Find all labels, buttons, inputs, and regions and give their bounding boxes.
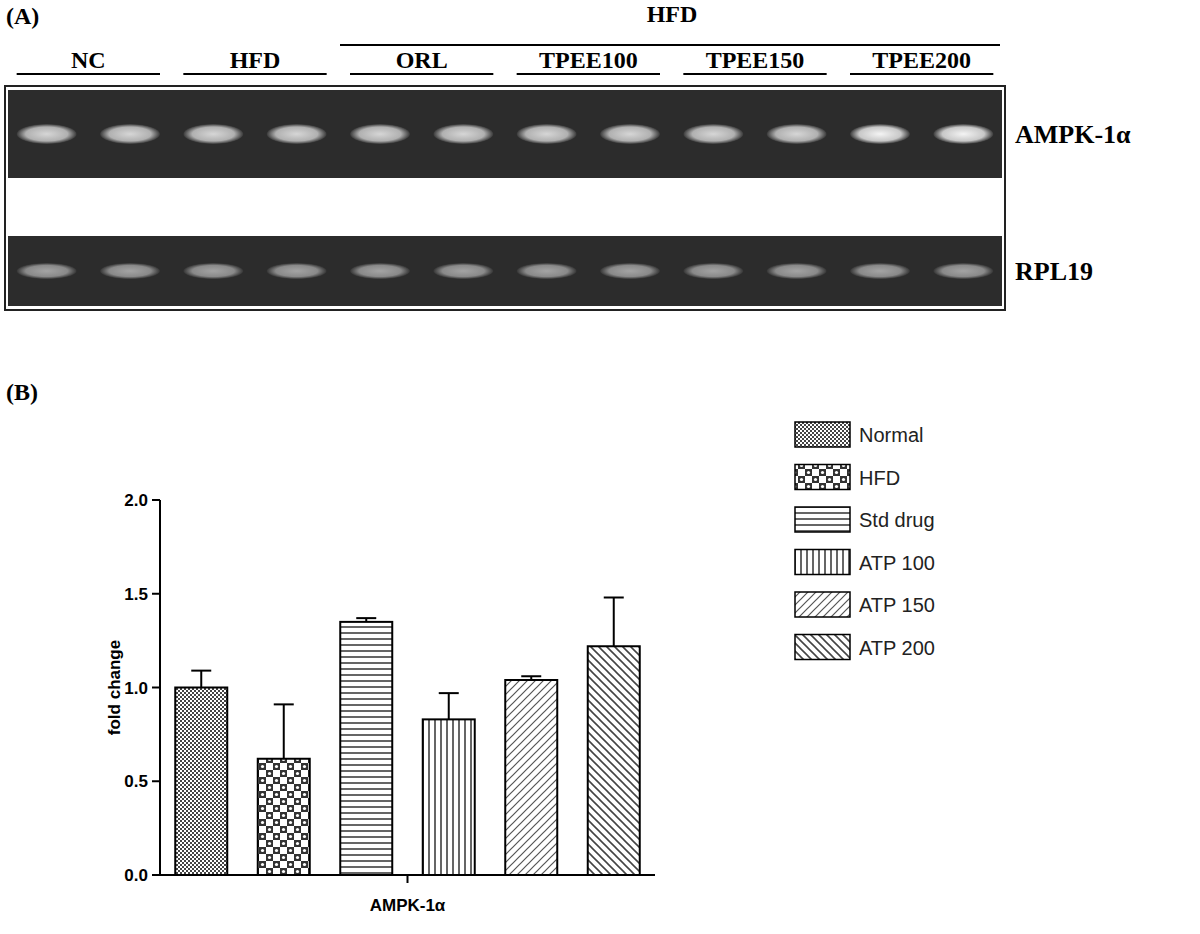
gel-band [600, 263, 660, 279]
error-stem [200, 671, 202, 688]
error-cap [604, 597, 624, 599]
gel-band [17, 263, 77, 279]
y-tick-label: 2.0 [124, 491, 148, 510]
error-cap [274, 703, 294, 705]
group-underline [350, 73, 493, 75]
group-underline [17, 73, 160, 75]
gel-band [350, 263, 410, 279]
group-header: HFD [647, 1, 698, 27]
x-tick-label: AMPK-1α [370, 896, 446, 915]
bar [340, 622, 392, 875]
legend-label: HFD [859, 467, 900, 489]
gel-band [267, 263, 327, 279]
legend-swatch [795, 635, 850, 660]
group-label: ORL [396, 47, 448, 73]
y-tick-label: 1.5 [124, 585, 148, 604]
x-axis [160, 874, 655, 876]
group-label: HFD [230, 47, 281, 73]
legend-label: ATP 150 [859, 594, 935, 616]
group-label: TPEE200 [872, 47, 971, 73]
header-line [340, 44, 1000, 46]
gel-band [517, 263, 577, 279]
legend-swatch [795, 465, 850, 490]
figure: (A) HFD NC HFD ORL TPEE100 TPEE150 TPEE200 AMPK-… [0, 0, 1200, 934]
error-cap [356, 617, 376, 619]
gel-band [350, 124, 410, 144]
gel-band [683, 263, 743, 279]
error-bar [604, 598, 624, 647]
gel-band [933, 263, 993, 279]
gel-band [517, 124, 577, 144]
group-underline [183, 73, 326, 75]
legend-label: ATP 200 [859, 637, 935, 659]
group-underline [850, 73, 993, 75]
error-stem [283, 704, 285, 758]
error-bar [439, 693, 459, 719]
y-tick [152, 874, 160, 876]
bar [588, 646, 640, 875]
group-label: TPEE100 [539, 47, 638, 73]
row-label: AMPK-1α [1015, 120, 1131, 149]
group-underline [517, 73, 660, 75]
gel-band [433, 263, 493, 279]
error-stem [448, 693, 450, 719]
gel-band [183, 124, 243, 144]
y-tick [152, 499, 160, 501]
group-label: TPEE150 [706, 47, 805, 73]
legend-label: Std drug [859, 509, 935, 531]
y-tick [152, 687, 160, 689]
gel-frame [5, 86, 1005, 310]
group-underline [683, 73, 826, 75]
legend-label: Normal [859, 424, 923, 446]
legend-swatch [795, 550, 850, 575]
y-tick-label: 1.0 [124, 679, 148, 698]
y-tick [152, 593, 160, 595]
bar [423, 719, 475, 875]
error-bar [274, 704, 294, 758]
gel-band [933, 124, 993, 144]
gel-band [100, 263, 160, 279]
legend-label: ATP 100 [859, 552, 935, 574]
gel-band [600, 124, 660, 144]
error-cap [521, 675, 541, 677]
bar [258, 759, 310, 875]
y-axis-label: fold change [105, 640, 124, 735]
plot-marks [175, 598, 640, 876]
gel-band [17, 124, 77, 144]
gel-band [767, 263, 827, 279]
chart-title: (B) [6, 379, 38, 405]
gel-band [683, 124, 743, 144]
y-tick-label: 0.0 [124, 866, 148, 885]
y-tick [152, 780, 160, 782]
error-cap [439, 692, 459, 694]
gel-band [850, 263, 910, 279]
bar [175, 688, 227, 876]
legend-swatch [795, 592, 850, 617]
error-bar [191, 671, 211, 688]
panel-label: (A) [6, 3, 39, 29]
gel-strip [8, 90, 1002, 178]
gel-band [767, 124, 827, 144]
gel-band [183, 263, 243, 279]
gel-band [850, 124, 910, 144]
row-label: RPL19 [1015, 257, 1093, 286]
gel-band [267, 124, 327, 144]
y-tick-label: 0.5 [124, 772, 148, 791]
group-label: NC [71, 47, 106, 73]
legend-swatch [795, 507, 850, 532]
gel-band [100, 124, 160, 144]
legend-swatch [795, 422, 850, 447]
x-tick [407, 875, 409, 883]
error-cap [191, 670, 211, 672]
bar [505, 680, 557, 875]
error-stem [613, 598, 615, 647]
gel-band [433, 124, 493, 144]
gel-strip [8, 236, 1002, 306]
figure-root: (A) HFD NC HFD ORL TPEE100 TPEE150 TPEE200 AMPK-… [0, 0, 1200, 934]
